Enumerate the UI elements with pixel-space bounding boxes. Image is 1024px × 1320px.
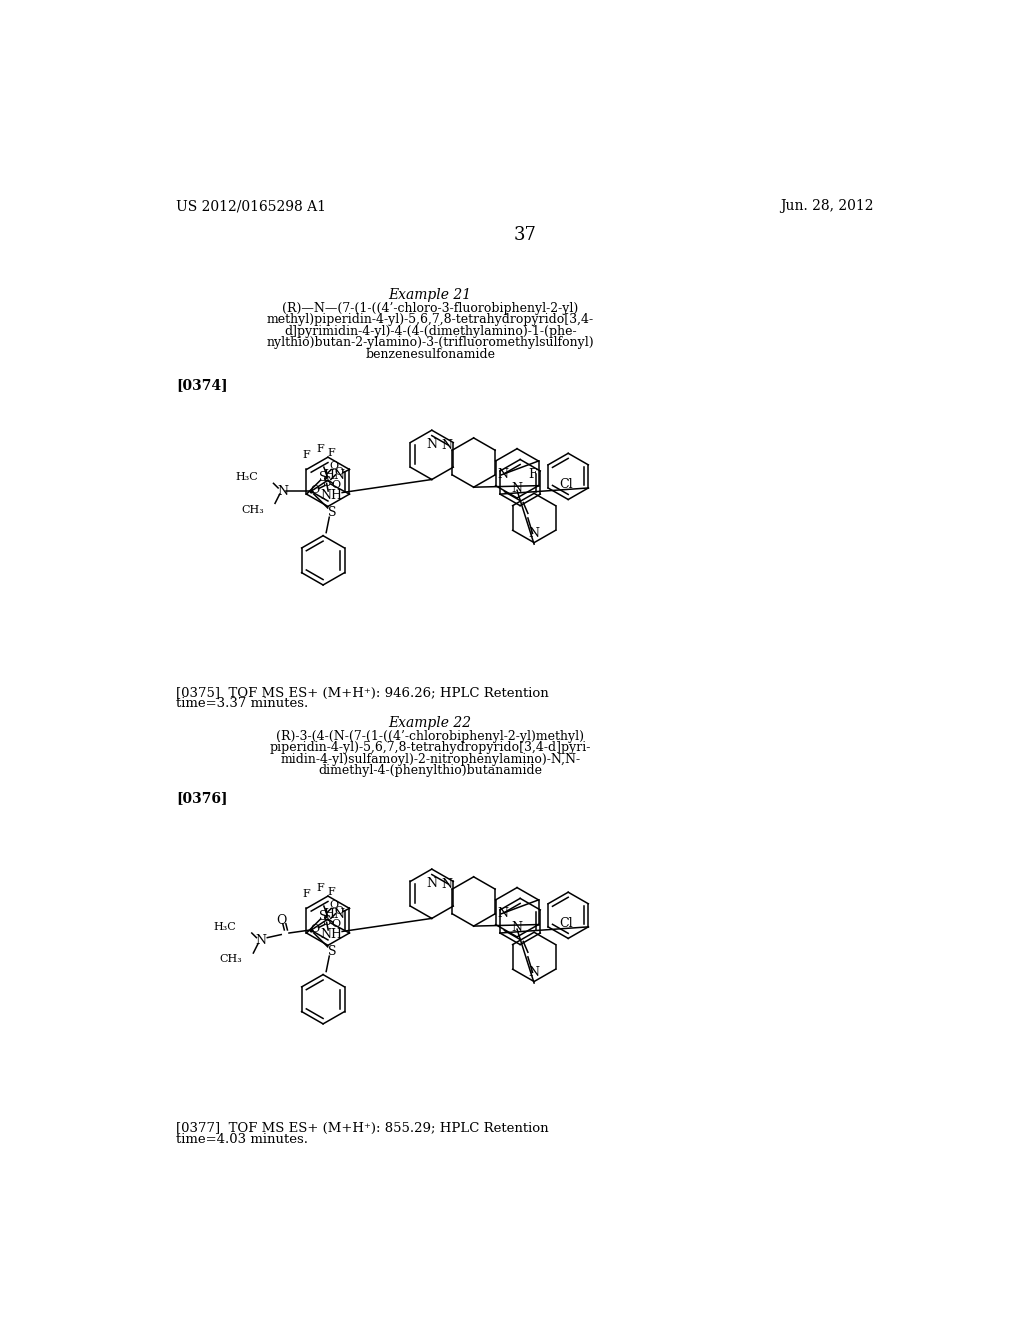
Text: Cl: Cl [559, 478, 572, 491]
Text: CH₃: CH₃ [220, 954, 243, 964]
Text: HN: HN [323, 469, 345, 482]
Text: [0375]  TOF MS ES+ (M+H⁺): 946.26; HPLC Retention: [0375] TOF MS ES+ (M+H⁺): 946.26; HPLC R… [176, 686, 549, 700]
Text: N: N [426, 438, 437, 451]
Text: time=4.03 minutes.: time=4.03 minutes. [176, 1133, 308, 1146]
Text: benzenesulfonamide: benzenesulfonamide [366, 348, 496, 360]
Text: midin-4-yl)sulfamoyl)-2-nitrophenylamino)-N,N-: midin-4-yl)sulfamoyl)-2-nitrophenylamino… [281, 752, 581, 766]
Text: Example 22: Example 22 [389, 715, 472, 730]
Text: [0377]  TOF MS ES+ (M+H⁺): 855.29; HPLC Retention: [0377] TOF MS ES+ (M+H⁺): 855.29; HPLC R… [176, 1122, 549, 1135]
Text: O: O [332, 480, 341, 490]
Text: N: N [512, 482, 522, 495]
Text: Jun. 28, 2012: Jun. 28, 2012 [780, 199, 873, 213]
Text: N: N [441, 878, 453, 891]
Text: 37: 37 [513, 227, 537, 244]
Text: S: S [328, 945, 337, 958]
Text: O: O [276, 915, 287, 927]
Text: Example 21: Example 21 [389, 288, 472, 302]
Text: N: N [528, 966, 540, 979]
Text: O: O [330, 900, 339, 911]
Text: F: F [316, 444, 324, 454]
Text: H₃C: H₃C [214, 921, 237, 932]
Text: Cl: Cl [559, 917, 572, 931]
Text: S: S [328, 506, 337, 519]
Text: d]pyrimidin-4-yl)-4-(4-(dimethylamino)-1-(phe-: d]pyrimidin-4-yl)-4-(4-(dimethylamino)-1… [284, 325, 577, 338]
Text: piperidin-4-yl)-5,6,7,8-tetrahydropyrido[3,4-d]pyri-: piperidin-4-yl)-5,6,7,8-tetrahydropyrido… [269, 742, 591, 754]
Text: methyl)piperidin-4-yl)-5,6,7,8-tetrahydropyrido[3,4-: methyl)piperidin-4-yl)-5,6,7,8-tetrahydr… [266, 313, 594, 326]
Text: O: O [330, 462, 339, 471]
Text: S: S [319, 471, 328, 483]
Text: F: F [302, 888, 310, 899]
Text: [0374]: [0374] [176, 378, 227, 392]
Text: H₃C: H₃C [236, 473, 258, 482]
Text: NH: NH [321, 928, 342, 941]
Text: time=3.37 minutes.: time=3.37 minutes. [176, 697, 308, 710]
Text: nylthio)butan-2-ylamino)-3-(trifluoromethylsulfonyl): nylthio)butan-2-ylamino)-3-(trifluoromet… [266, 337, 594, 350]
Text: dimethyl-4-(phenylthio)butanamide: dimethyl-4-(phenylthio)butanamide [318, 764, 543, 777]
Text: (R)—N—(7-(1-((4’-chloro-3-fluorobiphenyl-2-yl): (R)—N—(7-(1-((4’-chloro-3-fluorobiphenyl… [283, 302, 579, 314]
Text: O: O [310, 924, 319, 935]
Text: S: S [324, 477, 332, 490]
Text: N: N [528, 527, 540, 540]
Text: N: N [426, 876, 437, 890]
Text: N: N [512, 921, 522, 935]
Text: O: O [332, 919, 341, 929]
Text: NH: NH [321, 490, 342, 502]
Text: N: N [498, 469, 508, 482]
Text: N: N [256, 935, 266, 948]
Text: (R)-3-(4-(N-(7-(1-((4’-chlorobiphenyl-2-yl)methyl): (R)-3-(4-(N-(7-(1-((4’-chlorobiphenyl-2-… [276, 730, 585, 743]
Text: N: N [441, 440, 453, 453]
Text: F: F [528, 467, 537, 480]
Text: S: S [319, 909, 328, 923]
Text: HN: HN [323, 908, 345, 921]
Text: US 2012/0165298 A1: US 2012/0165298 A1 [176, 199, 326, 213]
Text: O: O [334, 906, 343, 916]
Text: F: F [327, 449, 335, 458]
Text: F: F [302, 450, 310, 459]
Text: CH₃: CH₃ [242, 504, 264, 515]
Text: F: F [316, 883, 324, 892]
Text: F: F [327, 887, 335, 898]
Text: S: S [324, 915, 332, 928]
Text: O: O [334, 467, 343, 477]
Text: [0376]: [0376] [176, 792, 227, 805]
Text: N: N [498, 907, 508, 920]
Text: O: O [310, 486, 319, 495]
Text: N: N [278, 484, 289, 498]
